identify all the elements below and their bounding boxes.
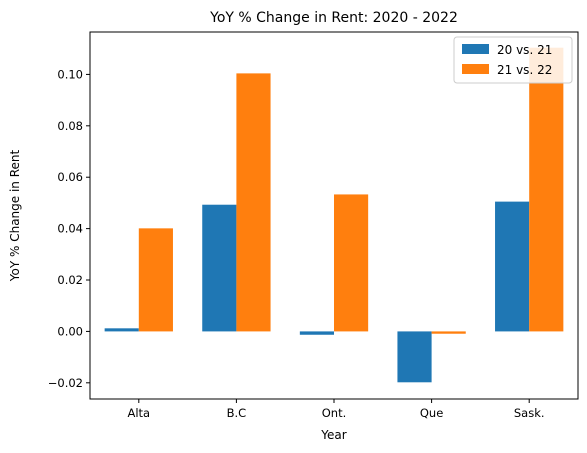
bar-series1-que xyxy=(397,331,432,383)
x-tick-label: Alta xyxy=(127,406,150,420)
x-tick-label: Ont. xyxy=(322,406,347,420)
y-tick-label: 0.08 xyxy=(57,119,83,133)
legend-swatch xyxy=(462,44,489,54)
bar-series2-bc xyxy=(236,73,271,332)
y-axis-label: YoY % Change in Rent xyxy=(8,149,22,282)
y-tick-label: 0.10 xyxy=(57,67,83,81)
bar-series2-alta xyxy=(138,228,173,332)
y-tick-label: 0.04 xyxy=(57,222,83,236)
bar-series2-sask xyxy=(529,47,564,332)
y-ticks: −0.02 0.00 0.02 0.04 0.06 0.08 0.10 xyxy=(48,67,90,390)
legend-label: 21 vs. 22 xyxy=(497,63,552,77)
x-tick-label: B.C xyxy=(227,406,247,420)
x-ticks: Alta B.C Ont. Que Sask. xyxy=(127,399,545,420)
bar-series1-bc xyxy=(202,204,237,332)
bar-series1-ont xyxy=(299,331,334,335)
plot-frame xyxy=(89,31,579,400)
x-tick-label: Que xyxy=(420,406,443,420)
legend-swatch xyxy=(462,64,489,74)
y-tick-label: 0.00 xyxy=(57,324,83,338)
y-tick-label: 0.02 xyxy=(57,273,83,287)
y-tick-label: 0.06 xyxy=(57,170,83,184)
bar-series2-ont xyxy=(334,194,369,332)
x-axis-label: Year xyxy=(320,428,346,442)
chart-title: YoY % Change in Rent: 2020 - 2022 xyxy=(209,10,458,26)
x-tick-label: Sask. xyxy=(514,406,545,420)
legend-label: 20 vs. 21 xyxy=(497,43,552,57)
bars xyxy=(104,47,564,383)
legend: 20 vs. 21 21 vs. 22 xyxy=(453,36,573,84)
y-tick-label: −0.02 xyxy=(48,376,83,390)
bar-series2-que xyxy=(431,331,466,334)
bar-series1-sask xyxy=(495,201,530,332)
bar-series1-alta xyxy=(104,328,139,332)
